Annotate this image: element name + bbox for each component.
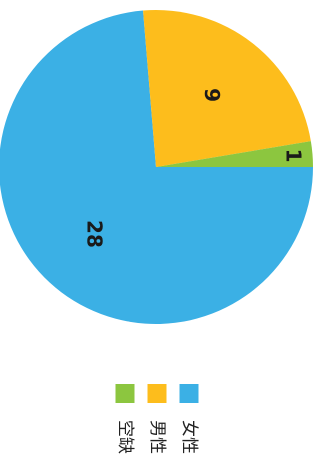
legend-swatch: [147, 384, 167, 403]
pie-slices: [0, 10, 313, 324]
pie-slice: [0, 10, 313, 324]
pie-slice: [156, 141, 313, 167]
legend-swatch: [115, 384, 135, 403]
slice-value-label: 1: [282, 149, 306, 163]
legend-label: 女性: [179, 420, 199, 454]
legend-label: 男性: [147, 420, 167, 454]
slice-value-labels: 28 9 1: [82, 88, 305, 248]
legend-swatch: [179, 384, 199, 403]
pie-slice: [143, 10, 311, 167]
legend-label: 空缺: [115, 420, 135, 454]
slice-value-label: 28: [82, 220, 106, 248]
slice-value-label: 9: [200, 88, 224, 102]
